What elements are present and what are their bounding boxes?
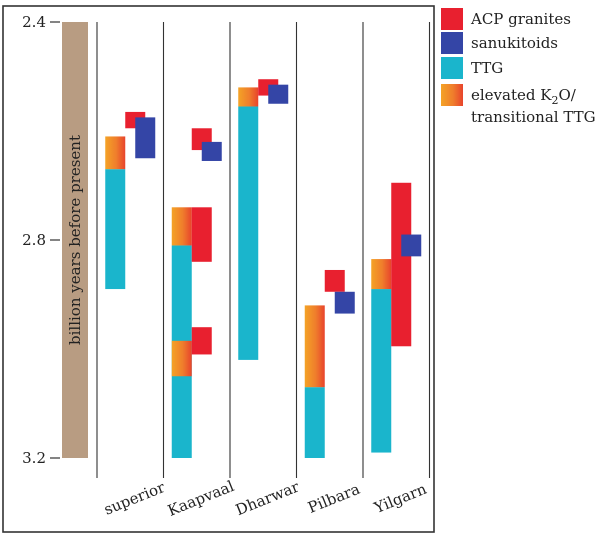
range-bar-elevated bbox=[171, 340, 192, 377]
range-bar-sanukitoids bbox=[334, 291, 355, 314]
range-bar-acp bbox=[191, 207, 212, 262]
range-bar-elevated bbox=[105, 136, 126, 170]
y-tick-label: 2.8 bbox=[22, 231, 46, 249]
range-bar-ttg bbox=[304, 387, 325, 458]
plot-frame bbox=[2, 5, 435, 533]
category-dividers bbox=[96, 22, 431, 478]
range-bar-elevated bbox=[371, 259, 392, 290]
range-bar-elevated bbox=[238, 87, 259, 107]
legend-swatch bbox=[441, 84, 463, 106]
range-bar-acp bbox=[324, 269, 345, 292]
range-bar-acp bbox=[391, 182, 412, 347]
range-bar-sanukitoids bbox=[268, 84, 289, 104]
range-bar-sanukitoids bbox=[201, 141, 222, 161]
legend-label: elevated K2O/transitional TTG bbox=[471, 86, 596, 126]
range-bar-ttg bbox=[238, 106, 259, 360]
legend-label: sanukitoids bbox=[471, 34, 559, 52]
range-bar-ttg bbox=[105, 169, 126, 290]
legend-label: TTG bbox=[471, 59, 504, 77]
range-bars bbox=[105, 79, 422, 458]
y-axis-title: billion years before present bbox=[66, 135, 84, 345]
y-tick-label: 3.2 bbox=[22, 449, 46, 467]
category-label: Kaapvaal bbox=[165, 477, 237, 520]
y-axis-ticks: 2.4 2.8 3.2 bbox=[22, 13, 60, 467]
y-axis-band bbox=[62, 22, 88, 458]
category-label: Dharwar bbox=[233, 477, 302, 519]
range-bar-sanukitoids bbox=[135, 117, 156, 159]
category-label: Pilbara bbox=[305, 480, 362, 517]
range-bar-sanukitoids bbox=[401, 234, 422, 257]
range-bar-elevated bbox=[304, 305, 325, 388]
category-label: superior bbox=[101, 478, 168, 519]
y-tick-label: 2.4 bbox=[22, 13, 46, 31]
range-bar-ttg bbox=[371, 289, 392, 453]
range-bar-acp bbox=[191, 327, 212, 355]
legend-swatch bbox=[441, 57, 463, 79]
range-bar-elevated bbox=[171, 207, 192, 246]
legend-swatch bbox=[441, 8, 463, 30]
category-label: Yilgarn bbox=[371, 480, 430, 518]
legend-swatch bbox=[441, 32, 463, 54]
legend-label: ACP granites bbox=[471, 10, 571, 28]
